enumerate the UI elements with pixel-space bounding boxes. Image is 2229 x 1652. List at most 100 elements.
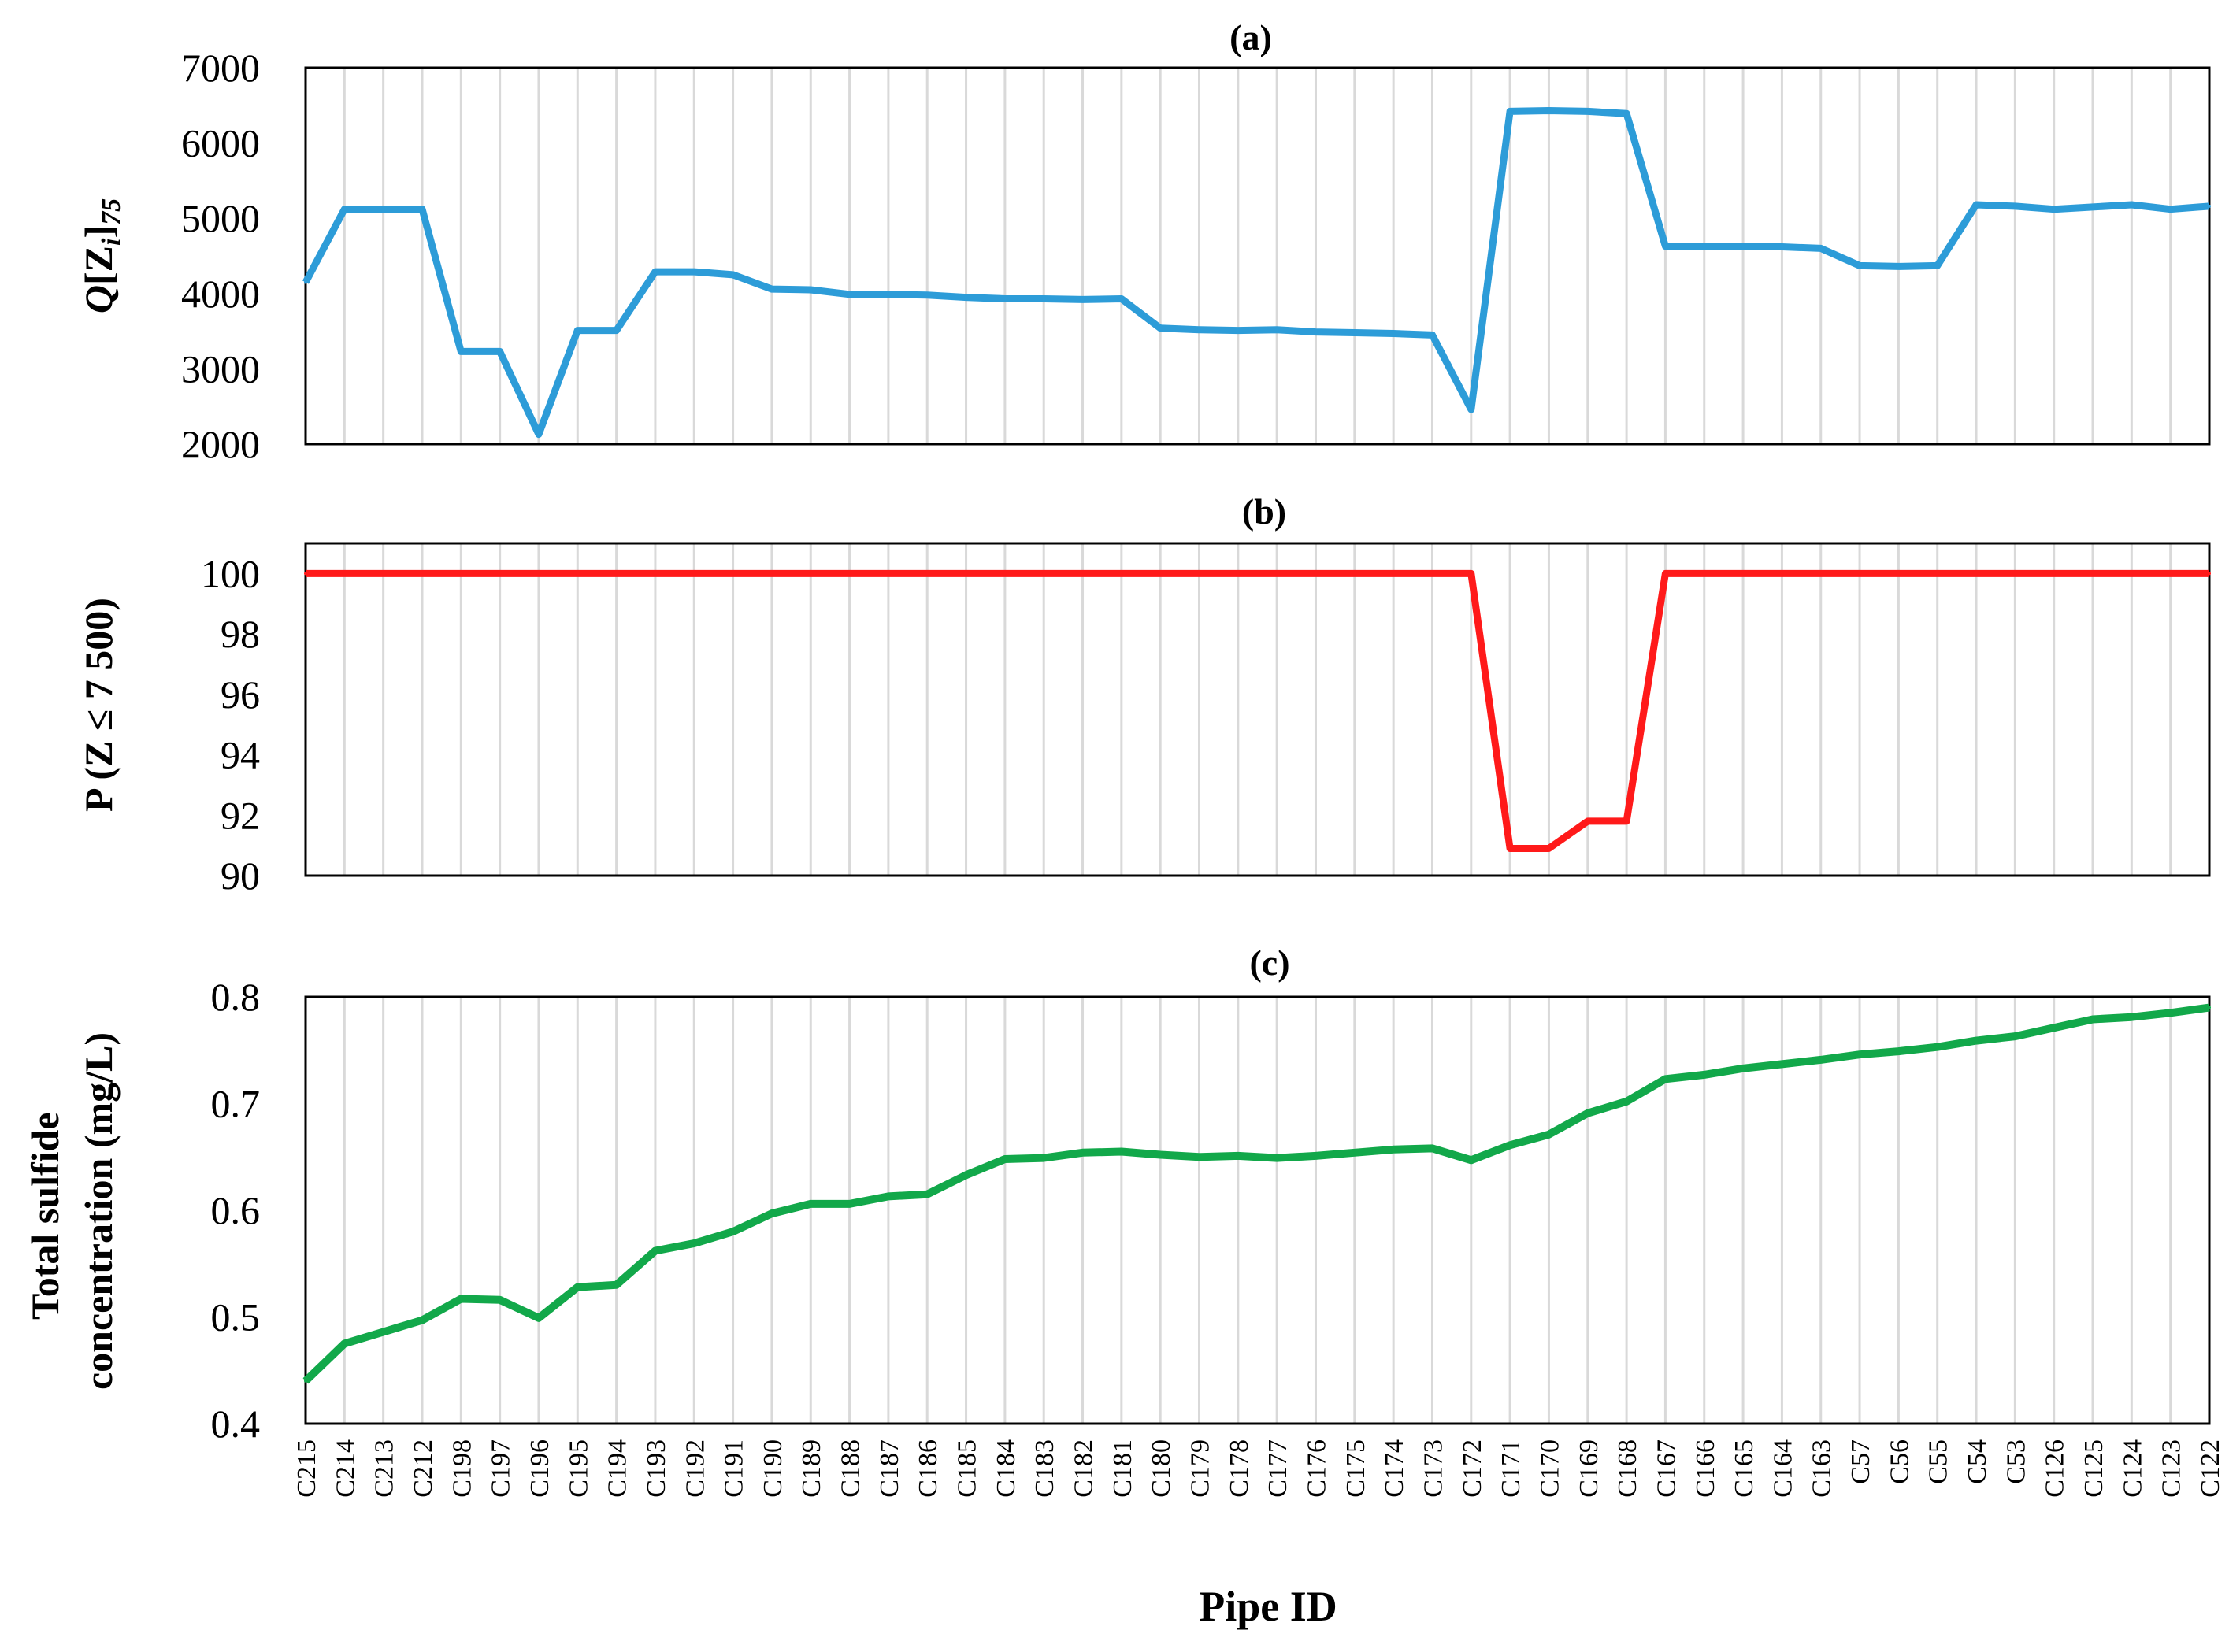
data-point: [1858, 572, 1862, 576]
data-point: [1314, 330, 1318, 334]
data-point: [1469, 408, 1473, 412]
x-tick-label: C122: [2196, 1439, 2225, 1498]
panel-c-series: [302, 1003, 2211, 1384]
data-point: [1392, 1147, 1396, 1151]
panel-c: (c) 0.4 0.5 0.6 0.7 0.8 Total sulfide concen…: [23, 943, 2225, 1630]
data-point: [1159, 326, 1163, 330]
data-point: [576, 328, 580, 332]
x-tick-label: C173: [1419, 1439, 1448, 1498]
data-point: [1119, 297, 1123, 301]
data-point: [536, 432, 540, 436]
data-point: [1935, 264, 1939, 268]
series-line: [302, 1003, 2210, 1384]
data-point: [2208, 204, 2211, 208]
data-point: [459, 572, 463, 576]
data-point: [1625, 112, 1629, 116]
data-point: [692, 270, 696, 274]
data-point: [1741, 1066, 1745, 1070]
panel-c-plot-frame: [304, 995, 2211, 1425]
x-tick-label: C174: [1380, 1439, 1409, 1498]
panel-a-y-axis-label: Q[Zi]75: [76, 198, 126, 313]
data-point: [2168, 572, 2172, 576]
data-point: [653, 572, 657, 576]
y-tick-label: 2000: [181, 422, 260, 466]
panel-b-plot-frame: [304, 542, 2211, 877]
x-tick-label: C124: [2118, 1439, 2147, 1498]
data-point: [1547, 1132, 1551, 1136]
data-point: [2130, 1015, 2134, 1019]
data-point: [1625, 819, 1629, 823]
data-point: [1897, 572, 1901, 576]
data-point: [1392, 332, 1396, 335]
x-tick-label: C197: [487, 1439, 516, 1498]
data-point: [2208, 572, 2211, 576]
x-tick-label: C56: [1885, 1439, 1914, 1484]
data-point: [847, 572, 851, 576]
data-point: [1975, 1039, 1979, 1043]
data-point: [1625, 1099, 1629, 1103]
data-point: [1314, 572, 1318, 576]
data-point: [2013, 204, 2017, 208]
data-point: [2208, 1006, 2211, 1009]
x-tick-label: C163: [1808, 1439, 1837, 1498]
data-point: [343, 207, 347, 211]
data-point: [1547, 846, 1551, 850]
x-tick-label: C177: [1263, 1439, 1293, 1498]
panel-c-y-ticks: 0.4 0.5 0.6 0.7 0.8: [211, 975, 261, 1446]
data-point: [653, 1249, 657, 1253]
x-tick-label: C123: [2157, 1439, 2186, 1498]
y-tick-label: 100: [201, 551, 260, 595]
data-point: [1819, 246, 1823, 250]
x-tick-label: C164: [1768, 1439, 1797, 1498]
data-point: [1119, 572, 1123, 576]
data-point: [692, 1242, 696, 1246]
data-point: [2052, 207, 2056, 211]
data-point: [1935, 1045, 1939, 1049]
x-tick-label: C57: [1846, 1439, 1875, 1484]
data-point: [1975, 202, 1979, 206]
y-tick-label: 90: [221, 854, 260, 898]
data-point: [381, 207, 385, 211]
data-point: [420, 1318, 424, 1322]
x-tick-label: C171: [1497, 1439, 1526, 1498]
data-point: [1081, 1150, 1085, 1154]
series-line: [306, 569, 2209, 852]
panel-c-y-axis-label: Total sulfide concentration (mg/L): [23, 1032, 121, 1390]
data-point: [847, 1202, 851, 1206]
x-tick-label: C213: [370, 1439, 399, 1498]
x-tick-label: C183: [1030, 1439, 1059, 1498]
data-point: [770, 572, 773, 576]
data-point: [2168, 1011, 2172, 1015]
data-point: [420, 572, 424, 576]
data-point: [653, 270, 657, 274]
data-point: [1469, 1158, 1473, 1162]
y-tick-label: 96: [221, 672, 260, 717]
panel-b-series: [304, 569, 2211, 852]
data-point: [459, 350, 463, 354]
data-point: [925, 293, 929, 297]
panel-a-y-ticks: 2000 3000 4000 5000 6000 7000: [181, 46, 260, 466]
y-tick-label: 3000: [181, 346, 260, 391]
data-point: [381, 1330, 385, 1334]
x-tick-label: C214: [331, 1439, 360, 1498]
data-point: [1819, 572, 1823, 576]
panel-c-y-axis-label-line1: Total sulfide: [23, 1112, 67, 1320]
y-tick-label: 98: [221, 612, 260, 656]
data-point: [1702, 572, 1706, 576]
data-point: [770, 287, 773, 291]
data-point: [2052, 572, 2056, 576]
data-point: [304, 1379, 307, 1383]
data-point: [1663, 572, 1667, 576]
x-tick-label: C215: [292, 1439, 321, 1498]
data-point: [498, 1298, 502, 1302]
x-tick-label: C175: [1341, 1439, 1370, 1498]
data-point: [343, 572, 347, 576]
data-point: [1042, 572, 1046, 576]
data-point: [2130, 202, 2134, 206]
panel-b: (b) 90 92 94 96 98 100 P (Z ≤ 7 500): [76, 491, 2211, 898]
data-point: [964, 295, 968, 299]
x-tick-label: C184: [992, 1439, 1021, 1498]
data-point: [1702, 244, 1706, 248]
data-point: [886, 292, 890, 296]
